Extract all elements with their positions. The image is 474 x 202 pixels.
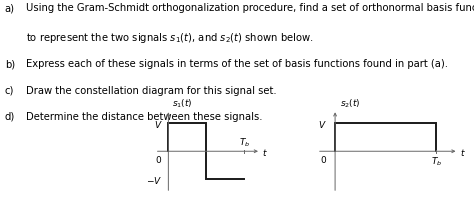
Text: $V$: $V$ <box>154 118 162 129</box>
Text: a): a) <box>5 3 15 13</box>
Text: b): b) <box>5 59 15 69</box>
Text: d): d) <box>5 111 15 121</box>
Text: $t$: $t$ <box>263 146 268 157</box>
Text: $0$: $0$ <box>320 154 327 165</box>
Text: $0$: $0$ <box>155 154 162 165</box>
Text: Determine the distance between these signals.: Determine the distance between these sig… <box>26 111 263 121</box>
Text: Using the Gram-Schmidt orthogonalization procedure, find a set of orthonormal ba: Using the Gram-Schmidt orthogonalization… <box>26 3 474 13</box>
Text: $t$: $t$ <box>460 146 466 157</box>
Text: Draw the constellation diagram for this signal set.: Draw the constellation diagram for this … <box>26 86 277 96</box>
Text: $s_2(t)$: $s_2(t)$ <box>340 97 361 109</box>
Text: Express each of these signals in terms of the set of basis functions found in pa: Express each of these signals in terms o… <box>26 59 448 69</box>
Text: $T_b$: $T_b$ <box>238 136 250 148</box>
Text: $V$: $V$ <box>319 118 327 129</box>
Text: to represent the two signals $s_1(t)$, and $s_2(t)$ shown below.: to represent the two signals $s_1(t)$, a… <box>26 31 314 45</box>
Text: $T_b$: $T_b$ <box>430 155 442 167</box>
Text: $-V$: $-V$ <box>146 174 162 185</box>
Text: c): c) <box>5 86 14 96</box>
Text: $s_1(t)$: $s_1(t)$ <box>172 97 193 109</box>
